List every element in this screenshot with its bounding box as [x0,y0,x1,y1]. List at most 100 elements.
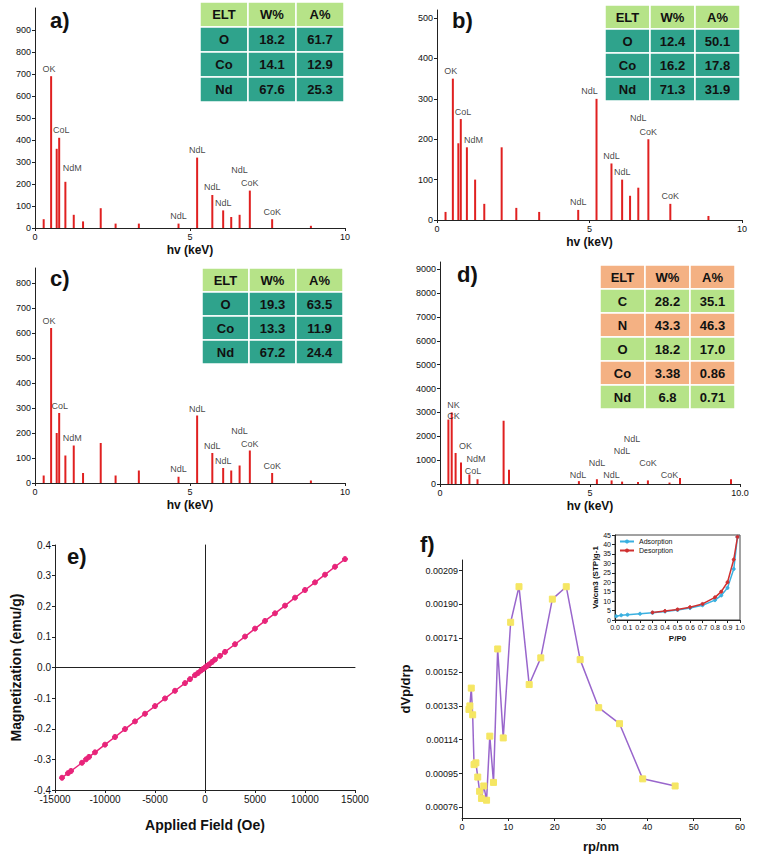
svg-text:10.0: 10.0 [731,488,749,498]
svg-text:31.9: 31.9 [705,82,730,97]
svg-text:Va/cm3 (STP)g-1: Va/cm3 (STP)g-1 [591,546,600,609]
svg-text:8000: 8000 [416,288,436,298]
svg-text:0.00076: 0.00076 [425,802,458,812]
svg-text:-0.3: -0.3 [34,754,52,765]
svg-text:5000: 5000 [416,360,436,370]
svg-text:10: 10 [503,822,513,832]
svg-text:f): f) [420,532,435,557]
svg-text:300: 300 [418,94,433,104]
svg-text:50.1: 50.1 [705,34,730,49]
svg-text:40: 40 [642,822,652,832]
svg-text:25.3: 25.3 [307,82,332,97]
svg-text:CoK: CoK [661,470,679,480]
svg-text:Nd: Nd [614,390,631,405]
svg-text:18.2: 18.2 [655,342,680,357]
svg-text:rp/nm: rp/nm [583,839,619,854]
svg-text:0: 0 [32,232,37,242]
svg-text:200: 200 [418,134,433,144]
svg-text:0.3: 0.3 [37,570,51,581]
svg-text:0: 0 [428,215,433,225]
svg-text:NdL: NdL [231,426,248,436]
svg-text:NdL: NdL [614,167,631,177]
svg-text:P/P0: P/P0 [669,634,687,643]
svg-text:NdL: NdL [603,470,620,480]
svg-text:40: 40 [603,541,611,548]
svg-text:NdL: NdL [570,197,587,207]
svg-text:67.2: 67.2 [260,345,285,360]
svg-text:CoL: CoL [455,107,472,117]
svg-text:18.2: 18.2 [259,32,284,47]
svg-text:NdL: NdL [624,434,641,444]
svg-text:Co: Co [619,58,636,73]
svg-text:O: O [622,34,632,49]
svg-text:NdM: NdM [464,135,483,145]
svg-text:NdL: NdL [170,464,187,474]
svg-text:NdL: NdL [603,151,620,161]
svg-text:0.4: 0.4 [37,540,51,551]
svg-text:0.3: 0.3 [648,624,658,631]
svg-text:300: 300 [16,403,31,413]
svg-text:NdL: NdL [614,446,631,456]
svg-text:10: 10 [340,487,350,497]
svg-text:0.0: 0.0 [37,662,51,673]
svg-text:800: 800 [16,278,31,288]
svg-text:b): b) [452,8,473,33]
svg-text:300: 300 [16,157,31,167]
svg-text:10: 10 [340,232,350,242]
svg-text:CoK: CoK [263,461,281,471]
svg-text:a): a) [50,8,70,33]
svg-text:1000: 1000 [416,455,436,465]
svg-text:O: O [617,342,627,357]
svg-text:0: 0 [434,224,439,234]
svg-text:C: C [618,294,628,309]
svg-text:0: 0 [437,488,442,498]
svg-text:3.38: 3.38 [655,366,680,381]
svg-text:50: 50 [689,822,699,832]
svg-text:10: 10 [737,224,747,234]
svg-text:20: 20 [550,822,560,832]
svg-text:600: 600 [16,328,31,338]
svg-text:14.1: 14.1 [259,57,284,72]
svg-text:OK: OK [42,316,55,326]
svg-text:A%: A% [309,273,330,288]
svg-text:35: 35 [603,550,611,557]
svg-text:dVp/drp: dVp/drp [398,664,413,713]
svg-text:-0.1: -0.1 [34,693,52,704]
svg-text:0.71: 0.71 [700,390,725,405]
svg-text:O: O [220,297,230,312]
svg-text:OK: OK [42,64,55,74]
svg-text:NdL: NdL [204,441,221,451]
svg-text:0.00133: 0.00133 [425,701,458,711]
svg-text:0.00095: 0.00095 [425,769,458,779]
svg-text:0: 0 [202,794,208,805]
svg-text:CoK: CoK [241,178,259,188]
svg-text:43.3: 43.3 [655,318,680,333]
svg-text:Adsorption: Adsorption [639,538,673,546]
svg-text:1.0: 1.0 [735,624,745,631]
svg-text:ELT: ELT [212,7,236,22]
svg-text:W%: W% [661,10,685,25]
svg-text:0.00209: 0.00209 [425,566,458,576]
svg-text:0.7: 0.7 [698,624,708,631]
svg-text:5: 5 [187,232,192,242]
svg-text:W%: W% [260,7,284,22]
svg-text:30: 30 [603,560,611,567]
svg-text:500: 500 [16,353,31,363]
svg-text:67.6: 67.6 [259,82,284,97]
svg-text:100: 100 [418,175,433,185]
svg-text:4000: 4000 [416,384,436,394]
svg-text:NdM: NdM [466,454,485,464]
svg-text:d): d) [457,262,478,287]
svg-text:ELT: ELT [214,273,238,288]
svg-text:Co: Co [614,366,631,381]
svg-text:60: 60 [735,822,745,832]
svg-text:5: 5 [187,487,192,497]
svg-text:CoK: CoK [639,458,657,468]
svg-text:500: 500 [418,13,433,23]
svg-text:2000: 2000 [416,431,436,441]
svg-text:0.6: 0.6 [685,624,695,631]
svg-text:7000: 7000 [416,312,436,322]
svg-text:O: O [219,32,229,47]
svg-text:3000: 3000 [416,407,436,417]
svg-text:15000: 15000 [341,794,369,805]
